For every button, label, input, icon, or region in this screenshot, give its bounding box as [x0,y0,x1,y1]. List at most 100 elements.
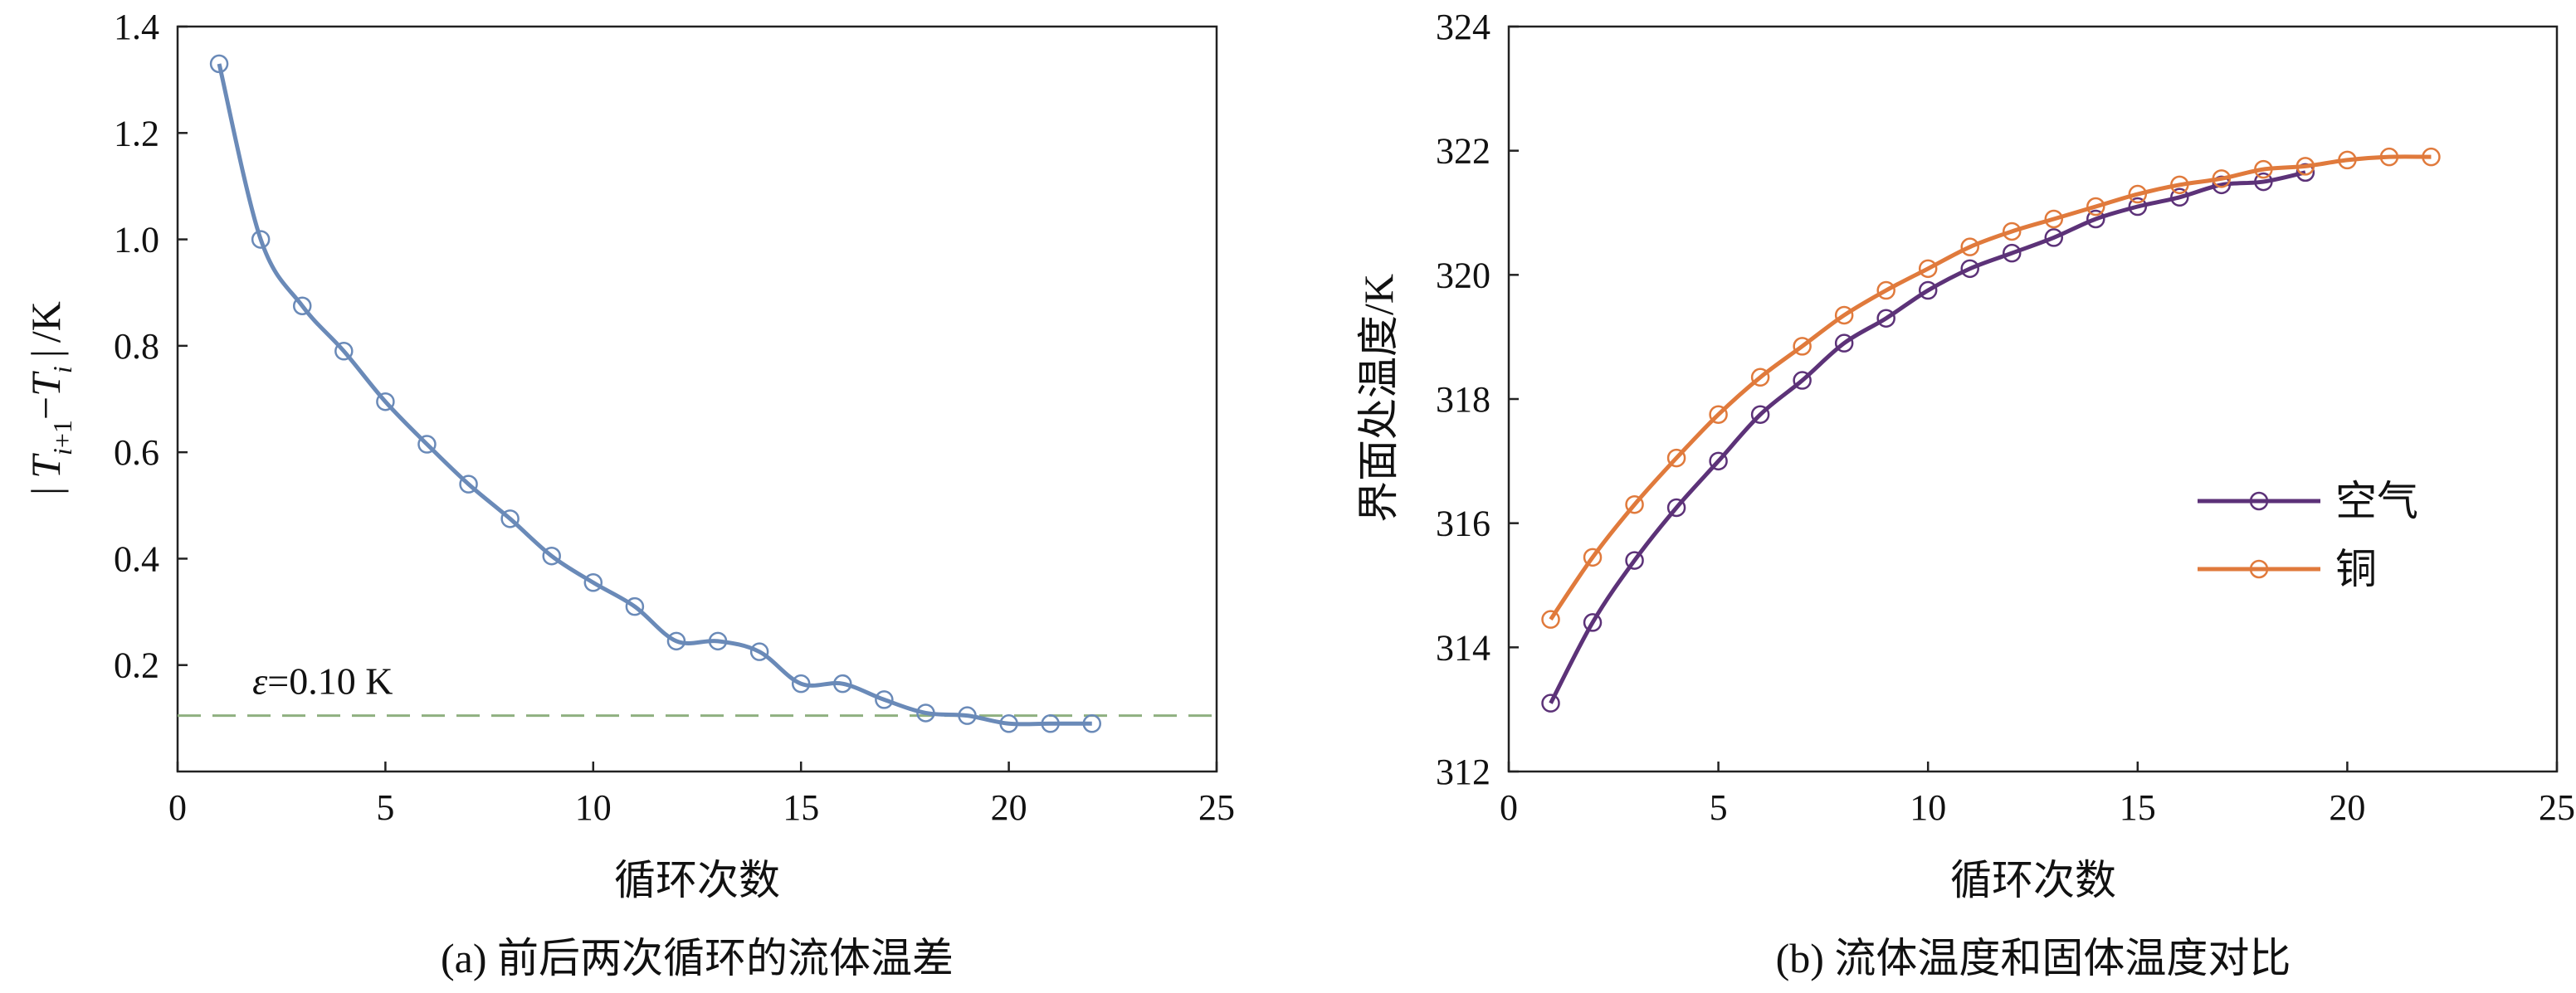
chart-b-y-tick-label: 320 [1436,255,1490,295]
chart-b-legend-label: 空气 [2335,478,2418,524]
chart-b-data-point [1793,337,1812,356]
chart-b-y-tick-label: 314 [1436,627,1490,668]
chart-b-data-point [2295,157,2315,176]
chart-a-data-point [749,642,769,661]
chart-a-plot-frame [176,25,1218,773]
chart-b-x-tick-label: 0 [1500,787,1518,828]
chart-a: 0 5 10 15 20 25 0.2 0.4 0.6 0.8 1.0 1.2 1.4 ε=0.10 … [22,7,1235,981]
chart-a-y-tick-label: 1.0 [114,220,159,260]
chart-b-data-point [1960,237,1979,256]
chart-a-x-tick-label: 25 [1198,787,1235,828]
chart-a-data-point [334,342,354,361]
chart-a-data-point [999,714,1018,733]
chart-b-data-point [2212,169,2232,188]
chart-a-data-point [625,596,645,616]
chart-b-series [1541,147,2441,713]
chart-b-data-point [1625,551,1644,570]
chart-b-data-point [1960,259,1979,279]
chart-b-legend-marker [2249,491,2269,511]
chart-a-x-axis: 0 5 10 15 20 25 [168,762,1235,828]
chart-a-x-tick-label: 10 [575,787,612,828]
chart-b-data-point [2170,187,2189,207]
chart-b-plot-frame [1507,25,2559,773]
chart-a-series [209,54,1102,733]
chart-b-data-point [1793,371,1812,390]
chart-b-y-tick-label: 316 [1436,504,1490,544]
chart-a-data-point [376,392,395,411]
chart-b-data-point [1918,280,1938,300]
chart-a-series-line [217,63,1092,727]
chart-b-y-tick-label: 312 [1436,752,1490,792]
chart-b-data-point [1918,259,1938,279]
chart-b-x-tick-label: 10 [1910,787,1946,828]
chart-b-data-point [2379,147,2399,167]
chart-a-data-point [251,230,271,249]
chart-a-y-axis-label: |Ti+1−Ti|/K [22,301,77,495]
chart-b-data-point [1541,694,1560,713]
chart-b-y-tick-label: 324 [1436,7,1490,47]
chart-b-x-tick-label: 5 [1710,787,1728,828]
chart-a-x-tick-label: 0 [168,787,187,828]
chart-a-data-point [875,690,894,709]
chart-b-data-point [2086,197,2105,217]
chart-b-data-point [2128,184,2148,204]
chart-b-data-point [2170,175,2189,195]
chart-b-data-point [1709,451,1728,471]
chart-a-x-tick-label: 15 [783,787,819,828]
chart-b-legend-label: 铜 [2335,546,2377,592]
chart-a-x-tick-label: 20 [991,787,1027,828]
chart-b-x-tick-label: 15 [2120,787,2156,828]
chart-a-x-axis-label: 循环次数 [614,857,780,903]
chart-b-data-point [1876,309,1895,328]
chart-b-data-point [1541,610,1560,629]
chart-a-data-point [459,475,478,494]
chart-a-data-point [791,674,811,694]
chart-b-data-point [1709,405,1728,424]
chart-b-legend: 空气铜 [2198,478,2418,592]
chart-b-data-point [2044,228,2064,247]
chart-b-x-tick-label: 20 [2329,787,2365,828]
chart-a-y-tick-label: 1.4 [114,7,159,47]
chart-a-data-point [916,703,935,723]
chart-b-data-point [2044,209,2064,229]
chart-b-data-point [2338,150,2357,170]
chart-a-data-point [958,706,977,725]
chart-b-data-point [2002,221,2022,241]
chart-b-data-point [2422,147,2441,167]
chart-a-threshold-label: ε=0.10 K [252,660,393,703]
chart-a-y-tick-label: 0.6 [114,432,159,473]
chart-b-data-point [1750,405,1770,424]
chart-a-y-axis: 0.2 0.4 0.6 0.8 1.0 1.2 1.4 [114,7,188,686]
chart-b-series-line [1549,170,2306,704]
chart-a-data-point [708,631,728,651]
chart-b-data-point [1750,368,1770,387]
chart-a-data-point [417,435,437,454]
chart-a-x-tick-label: 5 [376,787,394,828]
chart-b-data-point [1666,498,1686,518]
chart-a-y-tick-label: 0.8 [114,326,159,367]
chart-b-data-point [1834,305,1854,325]
chart-b-data-point [1834,333,1854,353]
chart-b-data-point [1666,448,1686,468]
chart-b-y-axis-label: 界面处温度/K [1355,274,1402,523]
chart-b-series-line [1549,154,2432,621]
chart-b-data-point [2295,163,2315,183]
chart-b-data-point [1625,494,1644,514]
chart-b-data-point [2086,209,2105,229]
chart-a-y-tick-label: 0.2 [114,645,159,686]
chart-b: 0 5 10 15 20 25 312 314 316 318 320 322 324 空气铜 循环次… [1355,7,2575,981]
chart-b-x-tick-label: 25 [2539,787,2575,828]
chart-a-data-point [209,54,229,74]
chart-b-y-tick-label: 322 [1436,131,1490,172]
chart-a-y-tick-label: 1.2 [114,113,159,153]
chart-a-data-point [292,296,312,315]
chart-b-data-point [2254,172,2273,192]
chart-a-data-point [666,631,686,651]
chart-a-data-point [542,546,561,566]
chart-b-x-axis: 0 5 10 15 20 25 [1500,762,2575,828]
chart-b-x-axis-label: 循环次数 [1950,857,2116,903]
chart-b-data-point [2128,197,2148,217]
chart-a-data-point [583,573,603,592]
chart-b-data-point [2002,243,2022,263]
